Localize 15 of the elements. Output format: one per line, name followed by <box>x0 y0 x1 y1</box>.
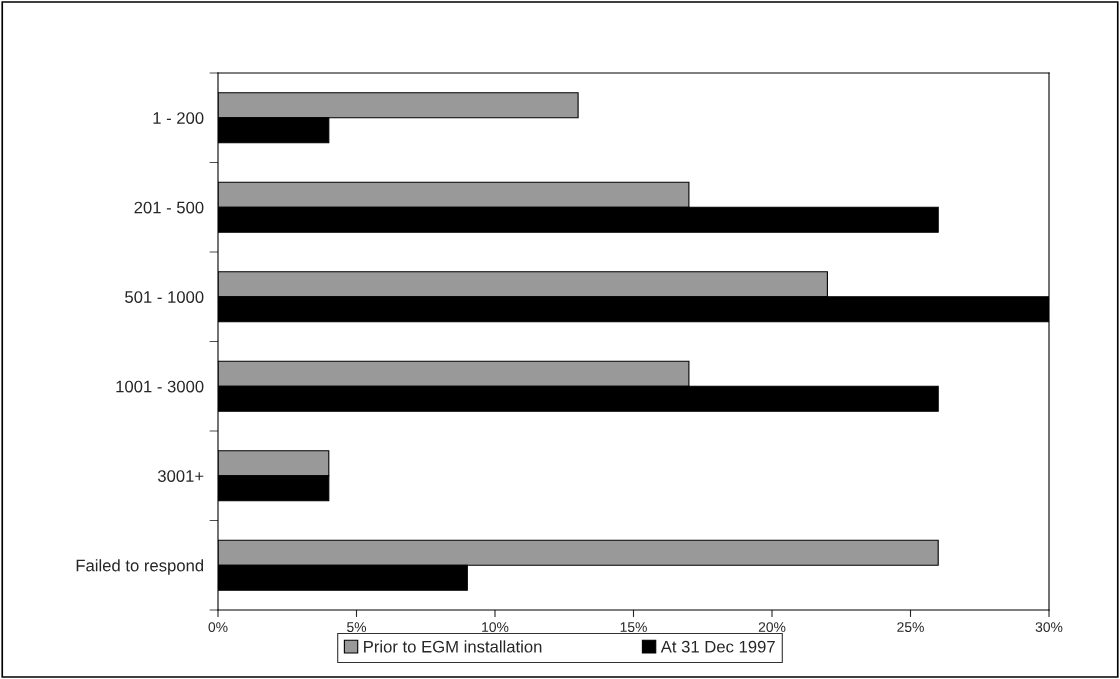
y-tick-label: 1001 - 3000 <box>116 380 204 393</box>
y-tick-label: Failed to respond <box>76 559 204 575</box>
y-tick-label: 501 - 1000 <box>125 291 204 303</box>
x-tick-label: 5% <box>347 622 367 633</box>
y-tick-label: 3001+ <box>157 470 204 482</box>
x-tick-label: 20% <box>758 622 786 633</box>
y-tick-label: 201 - 500 <box>134 201 204 214</box>
x-tick-label: 30% <box>1035 622 1063 633</box>
x-tick-label: 25% <box>897 622 924 633</box>
x-tick-label: 0% <box>208 622 228 633</box>
x-tick-label: 10% <box>482 622 509 633</box>
x-tick-label: 15% <box>620 622 647 633</box>
y-tick-label: 1 - 200 <box>153 112 204 124</box>
legend-label: At 31 Dec 1997 <box>660 640 775 653</box>
legend-label: Prior to EGM installation <box>364 640 542 653</box>
